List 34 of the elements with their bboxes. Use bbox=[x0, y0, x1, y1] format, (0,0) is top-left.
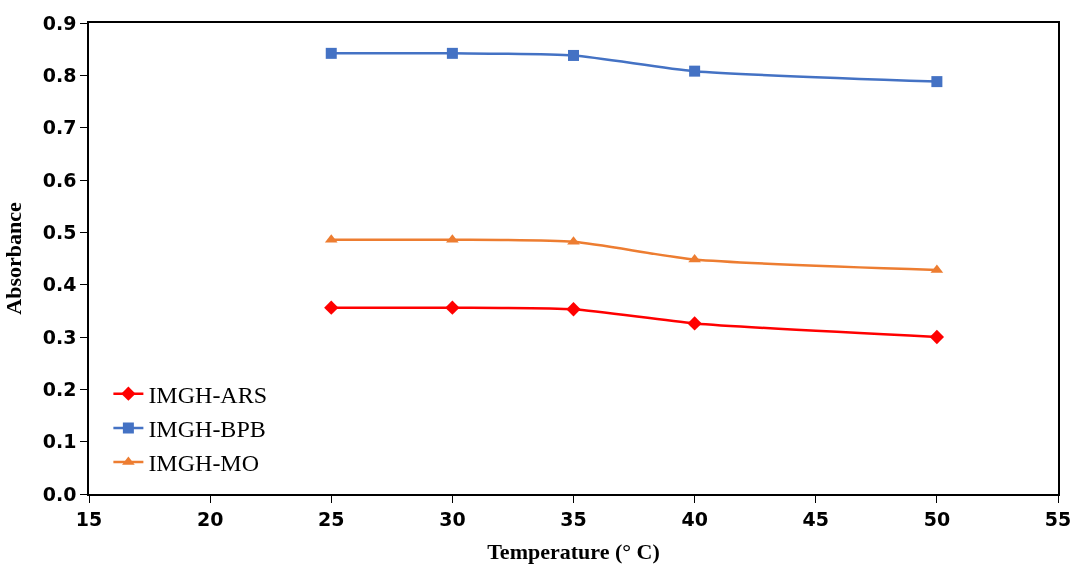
y-tick-label: 0.8 bbox=[42, 63, 77, 86]
y-tick-label: 0.0 bbox=[42, 482, 77, 505]
y-tick-label: 0.1 bbox=[42, 430, 77, 453]
x-tick-label: 50 bbox=[923, 507, 951, 530]
y-tick-label: 0.6 bbox=[42, 168, 77, 191]
x-tick-label: 25 bbox=[318, 507, 345, 530]
y-tick-label: 0.3 bbox=[42, 325, 77, 348]
y-tick-label: 0.2 bbox=[42, 377, 77, 400]
point bbox=[568, 49, 579, 61]
point bbox=[446, 47, 458, 59]
point bbox=[566, 302, 581, 317]
x-tick-label: 20 bbox=[196, 507, 224, 530]
x-tick-label: 30 bbox=[439, 507, 466, 530]
x-tick-label: 45 bbox=[802, 507, 829, 530]
legend-label: IMGH-ARS bbox=[148, 382, 268, 409]
y-tick-label: 0.5 bbox=[42, 220, 77, 243]
y-tick-label: 0.4 bbox=[42, 273, 77, 296]
point bbox=[931, 76, 943, 88]
y-axis-title: Absorbance bbox=[1, 202, 27, 315]
point bbox=[689, 65, 701, 77]
point bbox=[929, 329, 945, 345]
legend-label: IMGH-MO bbox=[148, 450, 260, 477]
point bbox=[445, 300, 460, 315]
y-tick-label: 0.7 bbox=[42, 116, 77, 139]
point bbox=[687, 316, 702, 331]
point bbox=[325, 47, 337, 59]
y-tick-label: 0.9 bbox=[42, 11, 77, 34]
x-tick-label: 15 bbox=[75, 507, 103, 530]
legend-label: IMGH-BPB bbox=[148, 416, 266, 443]
point bbox=[324, 300, 339, 315]
x-axis-title: Temperature (° C) bbox=[487, 538, 660, 564]
x-tick-label: 55 bbox=[1044, 507, 1072, 530]
x-tick-label: 40 bbox=[681, 507, 708, 530]
x-tick-label: 35 bbox=[560, 507, 587, 530]
